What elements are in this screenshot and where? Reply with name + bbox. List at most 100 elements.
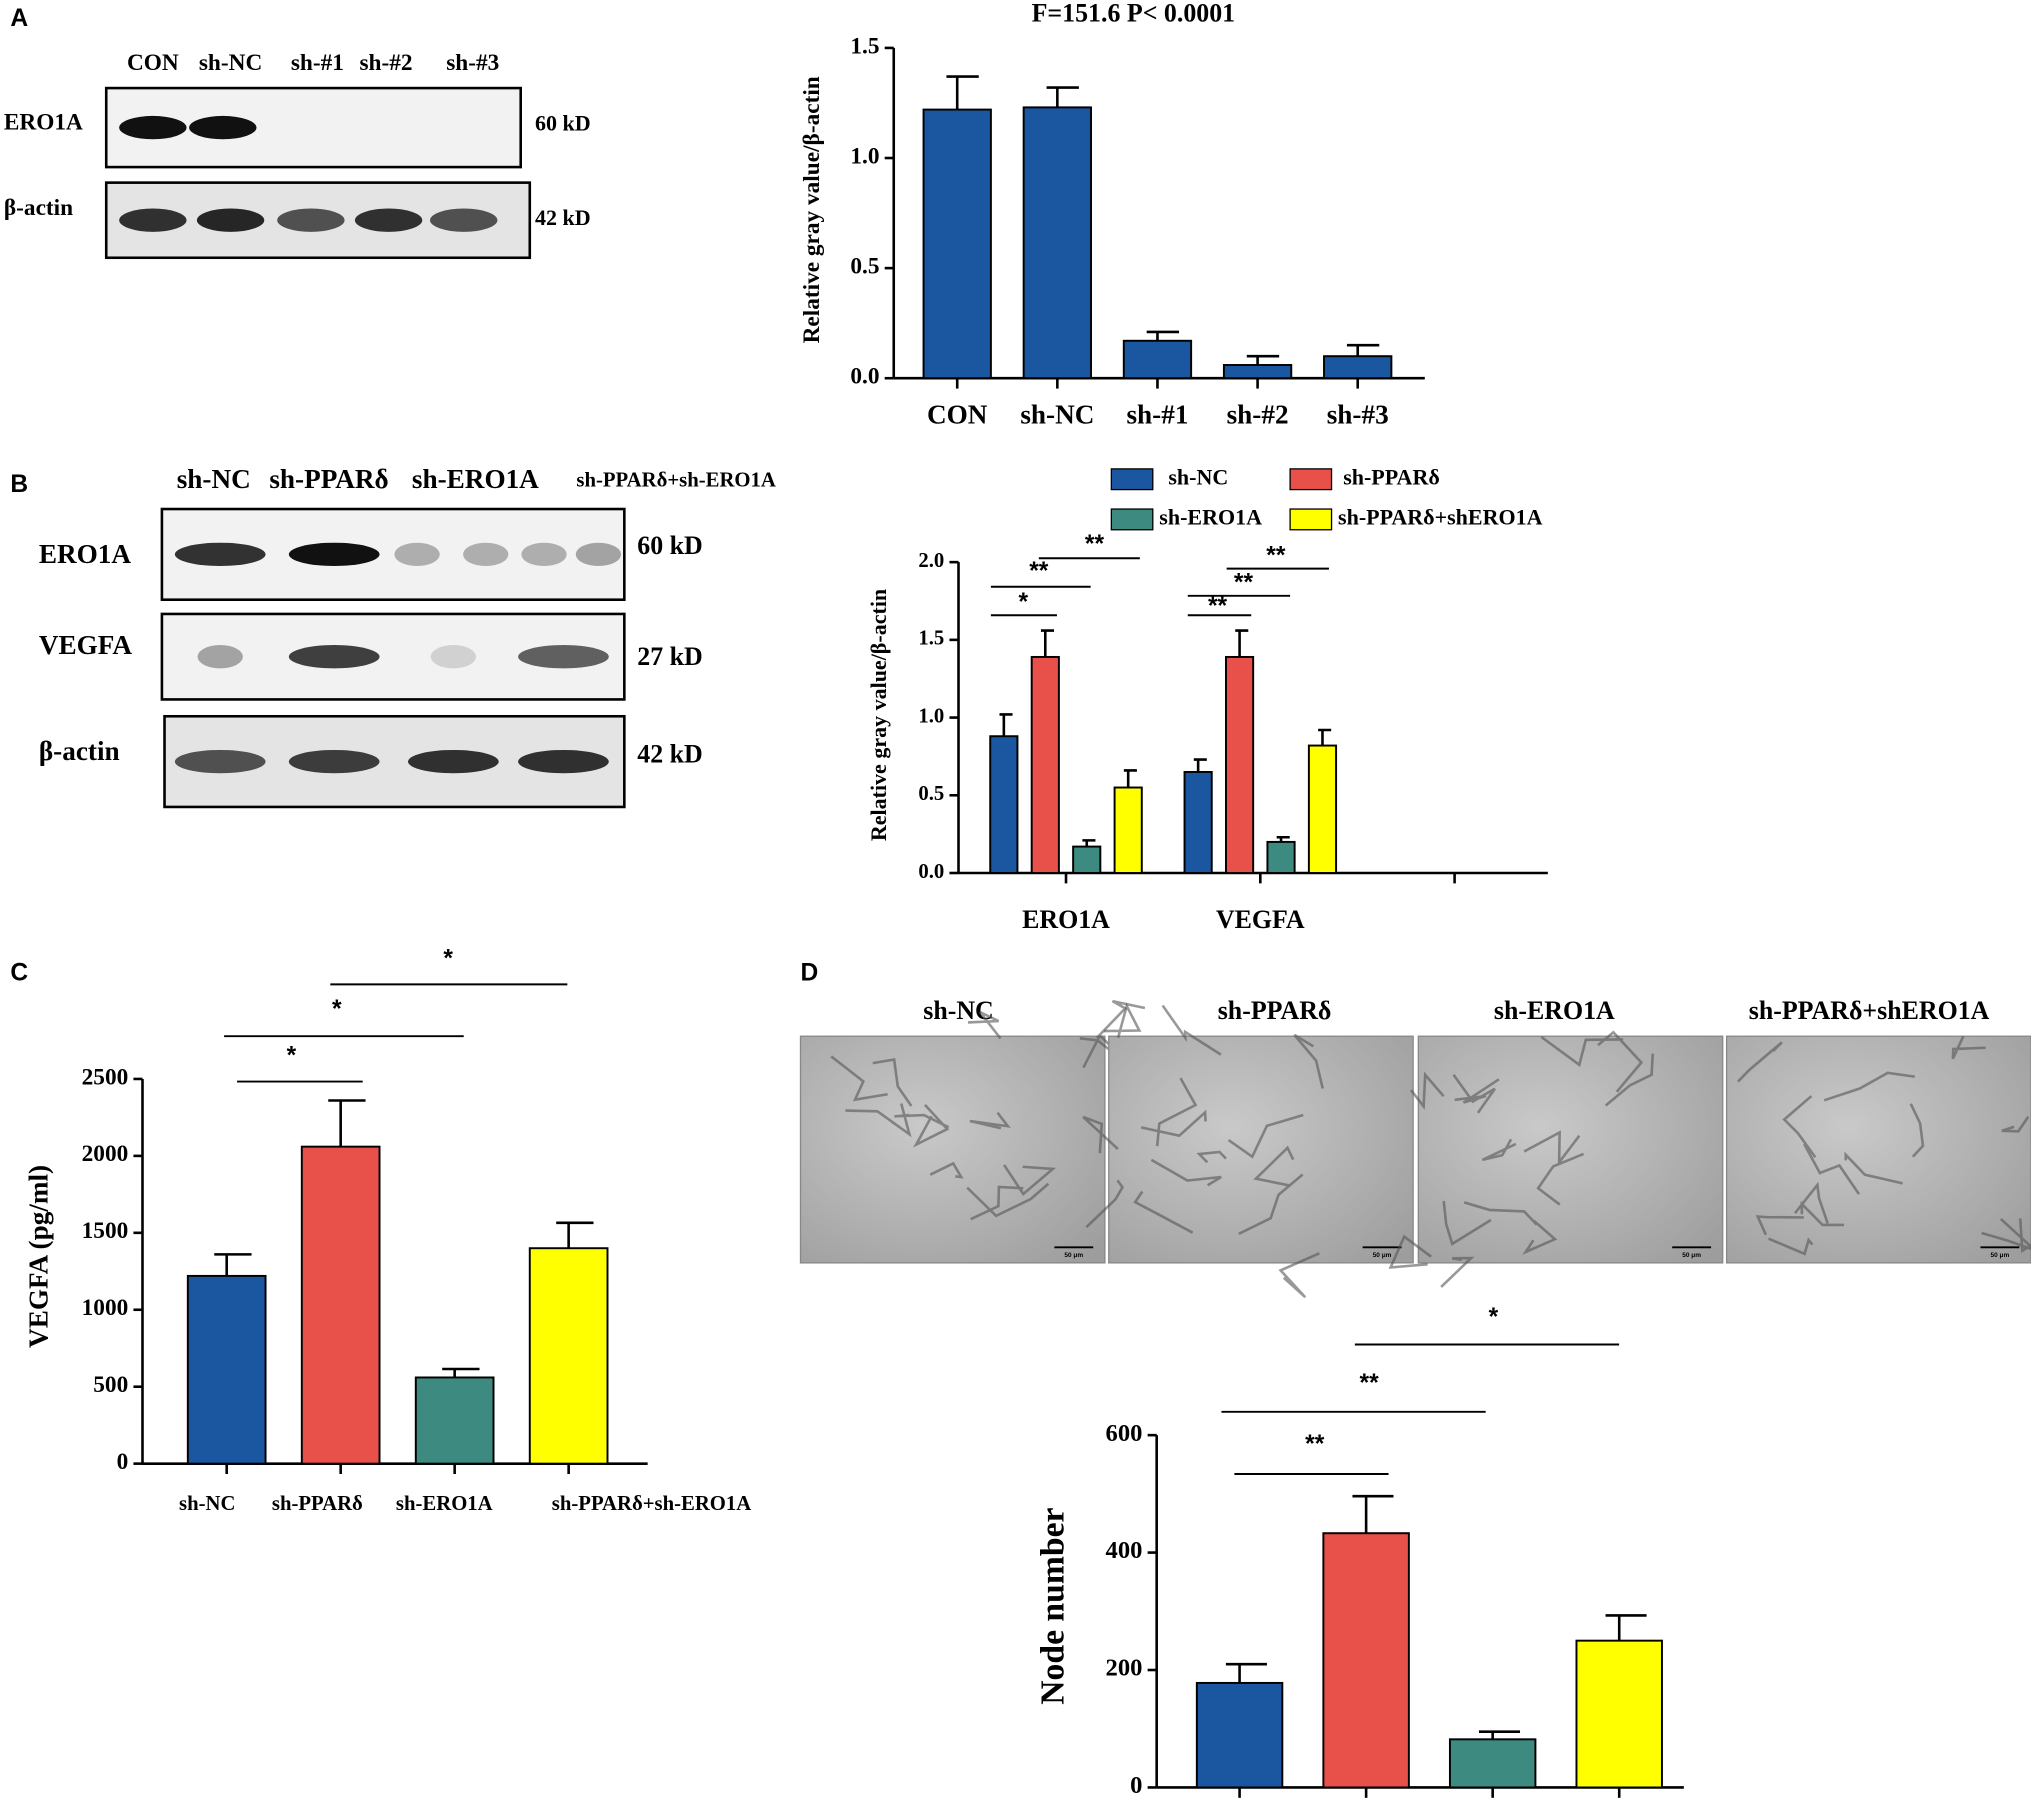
x-tick-label: sh-PPARδ: [272, 1493, 363, 1515]
blot-band: [354, 208, 423, 232]
x-tick-label: sh-#3: [1327, 399, 1389, 429]
bar: [989, 735, 1019, 874]
significance-label: *: [332, 996, 342, 1023]
micrograph-label: sh-PPARδ+shERO1A: [1749, 996, 1990, 1025]
blot-band: [575, 542, 622, 567]
error-bar: [999, 713, 1013, 737]
significance-label: **: [1234, 570, 1254, 597]
blot-band: [189, 115, 257, 140]
panel-label: D: [800, 960, 818, 987]
blot-band: [463, 542, 509, 567]
y-tick-label: 0.5: [918, 783, 944, 805]
error-bar: [1605, 1614, 1647, 1641]
bar: [1072, 845, 1102, 874]
legend-swatch: [1110, 508, 1154, 531]
blot-band: [119, 115, 187, 140]
row-label: β-actin: [4, 195, 73, 221]
x-tick-label: VEGFA: [1216, 905, 1305, 934]
significance-label: **: [1029, 558, 1049, 585]
error-bar: [1352, 1494, 1394, 1534]
y-tick-label: 1500: [82, 1218, 129, 1244]
bar: [414, 1376, 495, 1465]
blot-band: [277, 208, 345, 232]
scale-bar-label: 50 μm: [1373, 1252, 1392, 1259]
blot-band: [196, 208, 265, 232]
row-label: ERO1A: [4, 110, 83, 136]
error-bar: [1346, 343, 1380, 357]
blot-band: [430, 208, 498, 232]
micrograph: [1108, 1035, 1414, 1264]
y-tick-label: 1.0: [918, 705, 944, 727]
y-axis-label: Node number: [1034, 1507, 1071, 1704]
x-tick-label: ERO1A: [1022, 905, 1110, 934]
x-tick-label: sh-ERO1A: [396, 1493, 493, 1515]
significance-label: **: [1085, 531, 1105, 558]
legend-swatch: [1110, 468, 1154, 491]
bar: [1222, 364, 1293, 380]
lane-label: sh-ERO1A: [412, 464, 539, 494]
error-bar: [1082, 839, 1096, 847]
x-tick-label: sh-#1: [1126, 399, 1188, 429]
error-bar: [1276, 835, 1290, 842]
x-tick-label: sh-PPARδ+sh-ERO1A: [552, 1493, 751, 1515]
bar: [1307, 744, 1338, 874]
y-tick-label: 0: [1130, 1772, 1142, 1799]
blot-band: [430, 645, 477, 669]
x-tick-label: sh-#2: [1227, 399, 1289, 429]
micrograph-label: sh-NC: [923, 996, 993, 1025]
error-bar: [1123, 769, 1137, 788]
x-tick-label: CON: [927, 399, 988, 429]
error-bar: [946, 75, 979, 110]
y-tick-label: 400: [1106, 1537, 1143, 1564]
bar: [1323, 355, 1393, 380]
lane-label: sh-#1: [291, 50, 344, 76]
chart-title: F=151.6 P< 0.0001: [1032, 0, 1236, 27]
x-tick-label: sh-NC: [1020, 399, 1094, 429]
blot-band: [119, 208, 187, 232]
bar: [1113, 786, 1143, 874]
y-tick-label: 1.5: [918, 628, 944, 650]
panel-label: B: [10, 471, 28, 498]
significance-label: *: [1018, 589, 1028, 616]
panel-label: C: [10, 960, 28, 987]
blot-band: [197, 645, 243, 669]
lane-label: sh-PPARδ: [269, 464, 388, 494]
blot-band: [518, 645, 609, 669]
blot-band: [288, 542, 380, 567]
row-label: ERO1A: [39, 539, 132, 569]
significance-label: *: [443, 945, 453, 972]
size-label: 27 kD: [637, 642, 702, 671]
bar: [1266, 840, 1296, 874]
significance-label: *: [1489, 1304, 1499, 1331]
y-tick-label: 0.5: [850, 253, 879, 279]
error-bar: [1146, 330, 1180, 341]
bar: [1122, 339, 1193, 380]
micrograph-label: sh-PPARδ: [1218, 996, 1332, 1025]
error-bar: [1040, 629, 1054, 657]
bar: [300, 1145, 381, 1465]
y-tick-label: 1.5: [850, 33, 879, 59]
lane-label: sh-#3: [446, 50, 499, 76]
legend-swatch: [1289, 468, 1333, 491]
error-bar: [1046, 86, 1079, 108]
size-label: 42 kD: [637, 739, 702, 768]
blot-band: [174, 749, 266, 774]
significance-label: **: [1305, 1431, 1325, 1458]
legend-label: sh-NC: [1168, 464, 1228, 489]
blot-band: [408, 749, 499, 774]
scale-bar-label: 50 μm: [1682, 1252, 1701, 1259]
scale-bar-label: 50 μm: [1064, 1252, 1083, 1259]
y-tick-label: 600: [1106, 1420, 1143, 1447]
lane-label: sh-NC: [199, 50, 262, 76]
bar: [1195, 1681, 1284, 1789]
error-bar: [1225, 1662, 1267, 1683]
row-label: VEGFA: [39, 630, 133, 660]
bar: [1225, 655, 1255, 874]
bar: [1183, 771, 1213, 874]
significance-label: *: [287, 1042, 297, 1069]
y-tick-label: 200: [1106, 1655, 1143, 1682]
bar: [186, 1274, 267, 1465]
significance-label: **: [1208, 593, 1228, 620]
